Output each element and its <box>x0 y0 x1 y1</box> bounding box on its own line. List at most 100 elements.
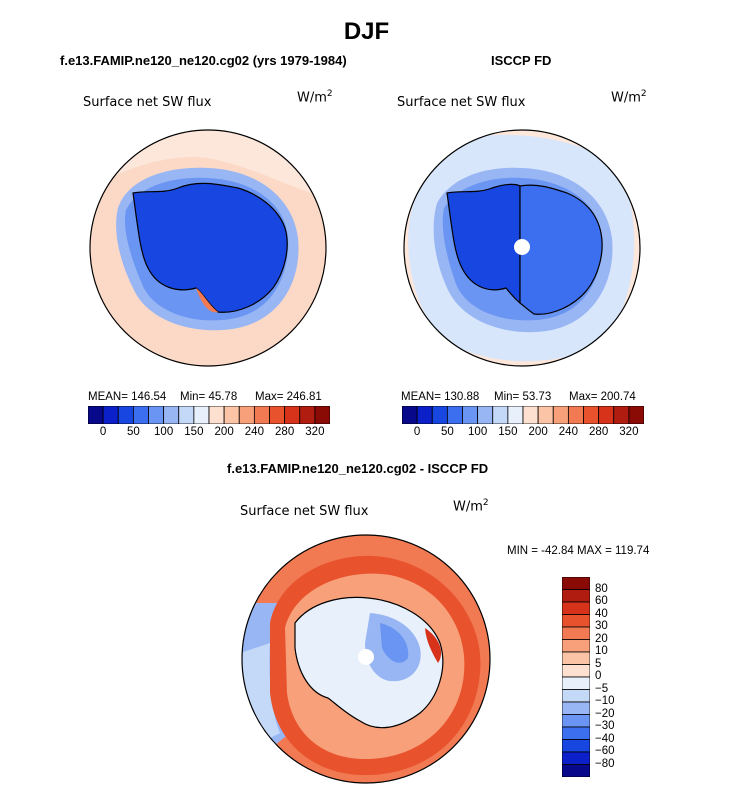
left-colorbar-tick-label: 50 <box>126 426 140 438</box>
left-colorbar-ticks: 0 50 100 150 200 240 280 320 <box>88 426 330 442</box>
diff-colorbar-labels: 80 60 40 30 20 10 5 0 −5 −10 −20 −30 −40 −60 −80 <box>595 577 635 777</box>
diff-colorbar-label: −5 <box>595 682 609 695</box>
right-polar-map <box>403 129 641 367</box>
right-colorbar-tick-label: 200 <box>528 426 548 438</box>
left-colorbar-swatch-14 <box>299 405 316 425</box>
left-colorbar-swatch-4 <box>148 405 165 425</box>
left-colorbar-tick-label: 0 <box>99 426 107 438</box>
diff-colorbar-label: −40 <box>595 732 615 745</box>
left-colorbar-svg <box>87 405 331 425</box>
right-colorbar-swatch-0 <box>401 405 418 425</box>
left-colorbar-swatch-10 <box>238 405 255 425</box>
left-units-base: W/m <box>297 90 327 106</box>
diff-colorbar-swatch-11 <box>561 714 591 728</box>
left-colorbar-swatch-0 <box>87 405 104 425</box>
diff-colorbar-swatch-10 <box>561 701 591 715</box>
right-colorbar-swatch-1 <box>416 405 433 425</box>
diff-colorbar-swatch-12 <box>561 726 591 740</box>
right-colorbar-tick-label: 100 <box>468 426 488 438</box>
right-stat-min: Min= 53.73 <box>494 391 552 403</box>
diff-colorbar-label: 60 <box>595 595 608 607</box>
right-pole-hole <box>514 239 530 255</box>
figure-title: DJF <box>343 18 390 45</box>
left-colorbar <box>87 405 331 429</box>
right-colorbar-swatch-12 <box>583 405 600 425</box>
diff-colorbar-svg <box>561 576 591 778</box>
left-colorbar-swatch-9 <box>223 405 240 425</box>
diff-map-border <box>241 534 491 784</box>
diff-units-exp: 2 <box>482 498 489 508</box>
left-colorbar-swatch-2 <box>117 405 134 425</box>
right-units-label: W/m2 <box>611 89 647 105</box>
left-colorbar-swatch-11 <box>253 405 270 425</box>
left-colorbar-tick-label: 240 <box>244 426 264 438</box>
left-units-label: W/m2 <box>297 89 333 105</box>
right-map-border <box>403 129 641 367</box>
left-stat-min: Min= 45.78 <box>180 391 238 403</box>
left-map-border <box>89 129 327 367</box>
left-polar-map <box>89 129 327 367</box>
diff-colorbar-swatch-1 <box>561 589 591 603</box>
right-colorbar-swatch-6 <box>492 405 509 425</box>
diff-colorbar-swatch-5 <box>561 639 591 653</box>
right-variable-label: Surface net SW flux <box>397 95 526 110</box>
diff-colorbar-swatch-4 <box>561 626 591 640</box>
right-antarctica-east <box>519 184 603 315</box>
right-panel-title: ISCCP FD <box>491 53 552 68</box>
right-colorbar-swatch-14 <box>613 405 630 425</box>
right-colorbar-tick-label: 240 <box>558 426 578 438</box>
left-colorbar-tick-label: 150 <box>184 426 204 438</box>
diff-colorbar-swatch-3 <box>561 614 591 628</box>
diff-minmax: MIN = -42.84 MAX = 119.74 <box>507 545 650 557</box>
right-colorbar-swatch-9 <box>537 405 554 425</box>
diff-panel-title: f.e13.FAMIP.ne120_ne120.cg02 - ISCCP FD <box>227 461 489 476</box>
right-colorbar-swatch-13 <box>598 405 615 425</box>
right-colorbar <box>401 405 645 429</box>
left-colorbar-swatch-7 <box>193 405 210 425</box>
right-colorbar-tick-label: 320 <box>619 426 639 438</box>
right-colorbar-tick-label: 50 <box>440 426 454 438</box>
left-colorbar-tick-label: 100 <box>154 426 174 438</box>
right-colorbar-swatch-10 <box>552 405 569 425</box>
right-units-exp: 2 <box>640 89 647 99</box>
diff-colorbar-swatch-13 <box>561 739 591 753</box>
diff-colorbar-label: 10 <box>595 645 608 657</box>
diff-colorbar-swatch-15 <box>561 764 591 778</box>
diff-colorbar-label: 40 <box>595 607 608 620</box>
diff-east-blue <box>380 623 409 663</box>
diff-colorbar-label: −80 <box>595 757 615 770</box>
right-colorbar-swatch-8 <box>522 405 539 425</box>
diff-units-label: W/m2 <box>453 498 489 514</box>
right-stat-max: Max= 200.74 <box>569 391 636 403</box>
diff-colorbar-label: 20 <box>595 632 608 645</box>
diff-colorbar-label: −20 <box>595 707 615 720</box>
diff-colorbar-swatch-7 <box>561 664 591 678</box>
diff-colorbar-label: 5 <box>595 657 602 670</box>
left-colorbar-swatch-12 <box>269 405 286 425</box>
diff-colorbar-swatch-0 <box>561 576 591 590</box>
left-units-exp: 2 <box>326 89 333 99</box>
right-colorbar-tick-label: 280 <box>589 426 609 438</box>
right-colorbar-swatch-11 <box>567 405 584 425</box>
left-colorbar-tick-label: 320 <box>305 426 325 438</box>
right-colorbar-tick-label: 0 <box>413 426 421 438</box>
diff-colorbar-label: 0 <box>595 670 602 682</box>
right-antarctica-west <box>446 183 521 305</box>
diff-colorbar-label: −10 <box>595 695 615 707</box>
left-colorbar-swatch-13 <box>284 405 301 425</box>
left-stat-mean: MEAN= 146.54 <box>88 391 167 403</box>
left-variable-label: Surface net SW flux <box>83 95 212 110</box>
diff-colorbar-label: 30 <box>595 620 608 632</box>
diff-colorbar <box>561 576 591 782</box>
left-weddell-notch <box>196 288 218 313</box>
right-colorbar-swatch-3 <box>446 405 463 425</box>
left-colorbar-swatch-1 <box>102 405 119 425</box>
right-colorbar-svg <box>401 405 645 425</box>
diff-coast-red <box>425 628 442 663</box>
diff-colorbar-swatch-14 <box>561 751 591 765</box>
diff-colorbar-label: −30 <box>595 720 615 732</box>
left-antarctica <box>132 182 288 313</box>
diff-variable-label: Surface net SW flux <box>240 504 369 519</box>
left-colorbar-swatch-6 <box>178 405 195 425</box>
right-colorbar-ticks: 0 50 100 150 200 240 280 320 <box>402 426 644 442</box>
